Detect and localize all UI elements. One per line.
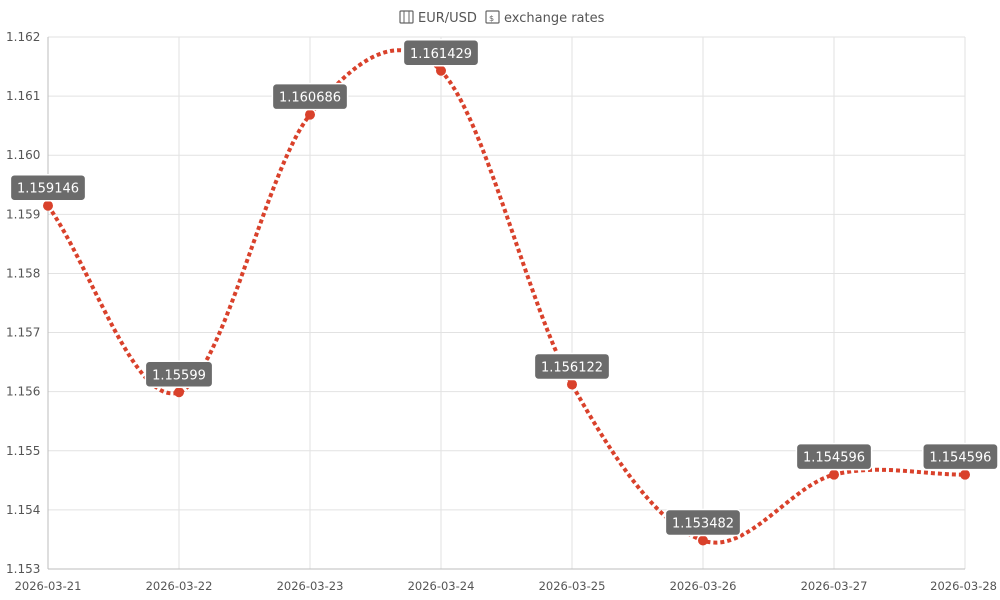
y-tick-label: 1.153 [6, 562, 40, 576]
data-point [960, 469, 970, 480]
y-tick-label: 1.155 [6, 444, 40, 458]
y-tick-label: 1.160 [6, 148, 40, 162]
y-tick-label: 1.162 [6, 30, 40, 44]
data-point [436, 65, 446, 76]
data-label-box [9, 173, 87, 202]
data-points [43, 65, 970, 546]
data-label-text: 1.161429 [410, 47, 472, 62]
series-line [46, 48, 966, 545]
data-label-box [144, 360, 214, 389]
y-tick-label: 1.157 [6, 326, 40, 340]
series-line-layer [46, 48, 966, 545]
data-label: 1.161429 [402, 39, 480, 67]
data-label-box [922, 442, 999, 471]
y-tick-label: 1.159 [6, 207, 40, 221]
data-labels: 1.159146 1.15599 1.160686 1.161429 1.156122 1… [9, 39, 999, 537]
data-point [43, 200, 53, 211]
dollar-banknote-icon: $ [485, 10, 500, 24]
y-tick-label: 1.158 [6, 266, 40, 280]
data-point [698, 535, 708, 546]
data-label: 1.153482 [664, 508, 742, 537]
x-tick-label: 2026-03-27 [801, 579, 868, 593]
data-point [174, 387, 184, 398]
x-tick-label: 2026-03-23 [277, 579, 344, 593]
y-tick-label: 1.156 [6, 385, 40, 399]
data-label: 1.154596 [795, 442, 873, 471]
data-label-text: 1.154596 [803, 451, 865, 466]
chart-title-text: EUR/USD [418, 11, 477, 26]
data-label-text: 1.159146 [17, 182, 79, 197]
svg-text:$: $ [489, 14, 494, 23]
data-label-text: 1.156122 [541, 360, 603, 375]
x-tick-label: 2026-03-22 [146, 579, 213, 593]
data-label: 1.160686 [271, 82, 349, 111]
data-label-text: 1.153482 [672, 517, 734, 532]
data-point [305, 109, 315, 120]
data-label-box [795, 442, 873, 471]
chart-title: EUR/USD $ exchange rates [399, 10, 605, 26]
map-icon [399, 10, 414, 24]
x-tick-label: 2026-03-26 [670, 579, 737, 593]
data-label-box [664, 508, 742, 537]
axes: 1.162 1.161 1.160 1.159 1.158 1.157 1.156 1.155… [6, 30, 997, 593]
gridlines [47, 36, 966, 570]
x-tick-label: 2026-03-21 [15, 579, 82, 593]
y-tick-label: 1.161 [6, 89, 40, 103]
data-label: 1.15599 [144, 360, 214, 389]
data-label-box [271, 82, 349, 111]
data-label-text: 1.160686 [279, 91, 341, 106]
data-label-text: 1.154596 [929, 451, 991, 466]
x-tick-label: 2026-03-24 [408, 579, 475, 593]
chart-title-suffix: exchange rates [504, 11, 605, 26]
data-label-box [402, 39, 480, 67]
x-tick-label: 2026-03-28 [930, 579, 997, 593]
y-tick-label: 1.154 [6, 503, 40, 517]
data-label-text: 1.15599 [152, 368, 206, 383]
data-label: 1.154596 [922, 442, 999, 471]
data-label-box [533, 352, 611, 381]
data-point [567, 379, 577, 390]
data-label: 1.159146 [9, 173, 87, 202]
data-label: 1.156122 [533, 352, 611, 381]
x-tick-label: 2026-03-25 [539, 579, 606, 593]
data-point [829, 469, 839, 480]
